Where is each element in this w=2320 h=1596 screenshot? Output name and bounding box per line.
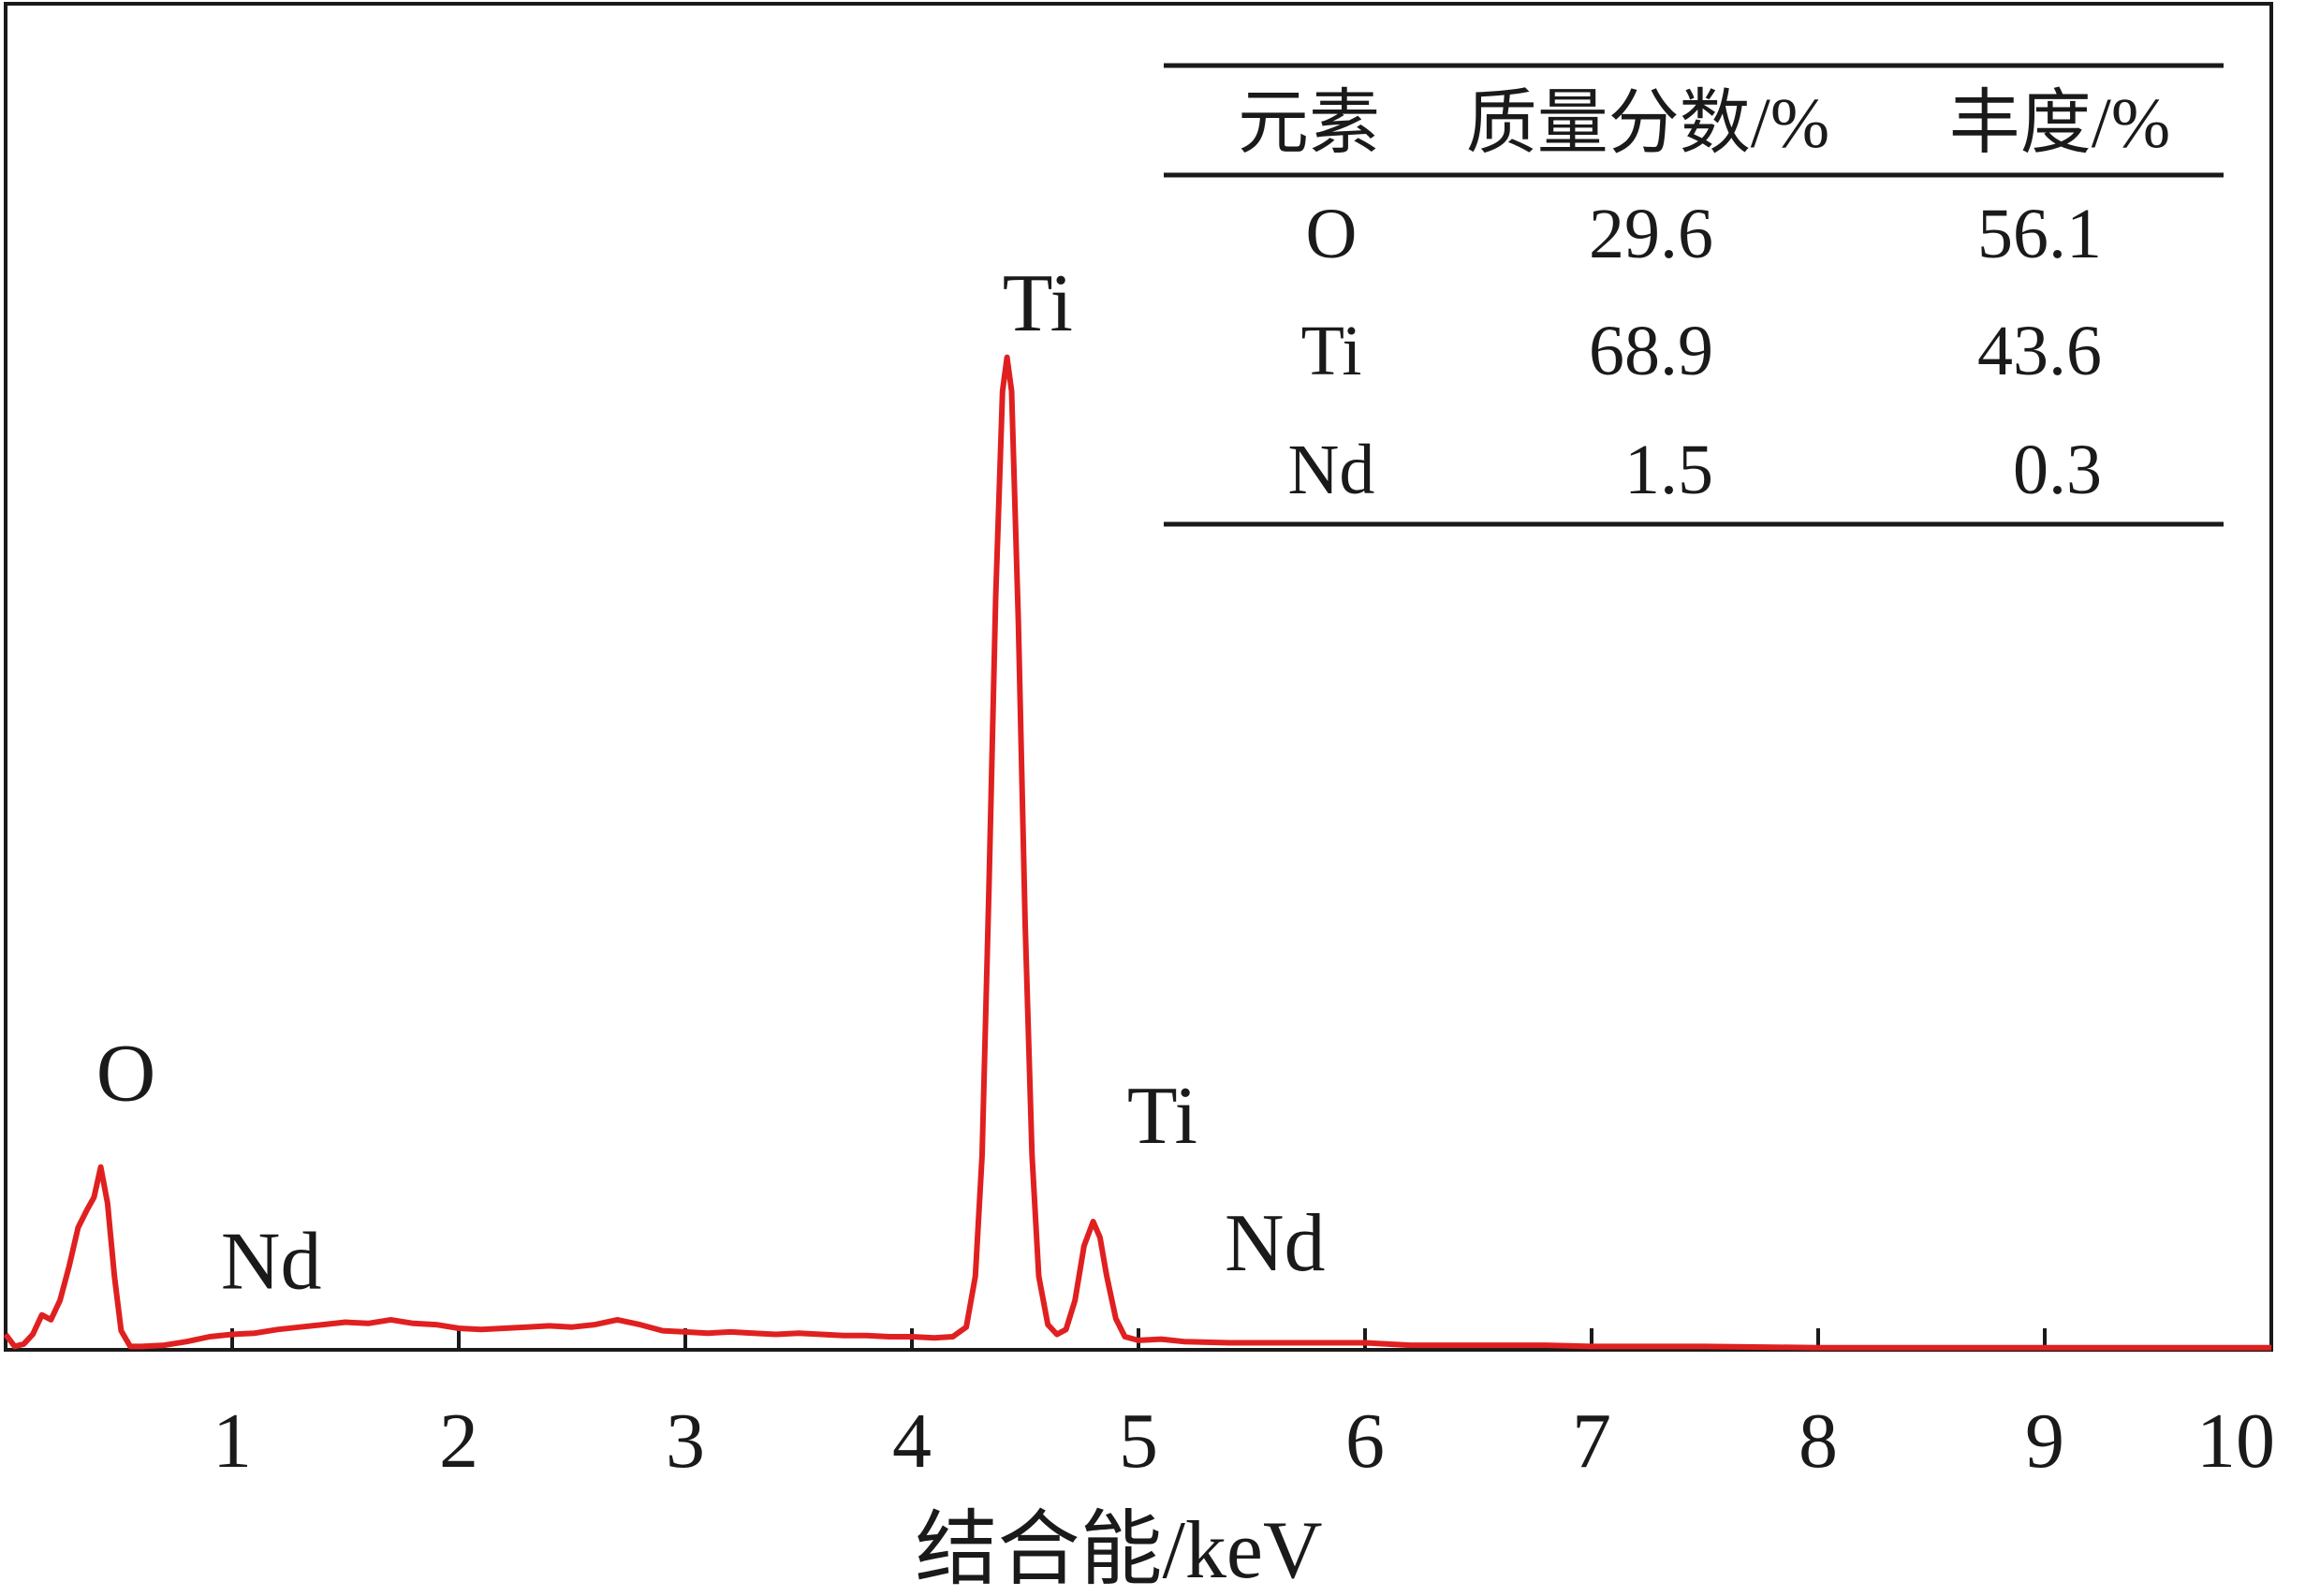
peak-labels: O Nd Ti Ti Nd bbox=[96, 258, 1326, 1307]
plot-frame bbox=[4, 2, 2273, 1352]
x-tick-label: 6 bbox=[1345, 1398, 1385, 1485]
x-axis-ticks: 1 2 3 4 5 6 7 8 9 10 bbox=[213, 1328, 2275, 1485]
table-header-abundance: 丰度/% bbox=[1949, 84, 2170, 163]
table-header-mass-fraction: 质量分数/% bbox=[1466, 84, 1829, 163]
table-cell-element: Nd bbox=[1288, 431, 1375, 509]
x-tick-label: 1 bbox=[213, 1398, 252, 1485]
x-axis-title: 结合能/keV bbox=[915, 1505, 1322, 1596]
x-tick-label: 9 bbox=[2025, 1398, 2064, 1485]
peak-label: Ti bbox=[1003, 258, 1073, 349]
series-group bbox=[3, 354, 2271, 1351]
x-tick-label: 10 bbox=[2196, 1398, 2275, 1485]
table-cell-element: Ti bbox=[1301, 312, 1362, 390]
x-tick-label: 8 bbox=[1799, 1398, 1838, 1485]
table-cell-abundance: 43.6 bbox=[1977, 312, 2102, 390]
spectrum-line bbox=[3, 354, 2271, 1351]
peak-label: O bbox=[96, 1029, 156, 1120]
x-tick-label: 2 bbox=[439, 1398, 478, 1485]
table-cell-mass-fraction: 68.9 bbox=[1589, 312, 1713, 390]
peak-label: Nd bbox=[221, 1216, 322, 1307]
x-tick-label: 7 bbox=[1572, 1398, 1611, 1485]
x-tick-label: 3 bbox=[666, 1398, 705, 1485]
table-cell-element: O bbox=[1306, 195, 1358, 273]
table-cell-abundance: 56.1 bbox=[1977, 195, 2102, 273]
table-header-element: 元素 bbox=[1238, 84, 1380, 163]
x-tick-label: 4 bbox=[892, 1398, 932, 1485]
table-cell-mass-fraction: 1.5 bbox=[1624, 431, 1713, 509]
table-cell-abundance: 0.3 bbox=[2013, 431, 2102, 509]
composition-table: 元素 质量分数/% 丰度/% O 29.6 56.1 Ti 68.9 43.6 … bbox=[1164, 63, 2224, 527]
peak-label: Ti bbox=[1127, 1071, 1197, 1162]
table-cell-mass-fraction: 29.6 bbox=[1589, 195, 1713, 273]
x-tick-label: 5 bbox=[1119, 1398, 1158, 1485]
peak-label: Nd bbox=[1225, 1198, 1326, 1289]
